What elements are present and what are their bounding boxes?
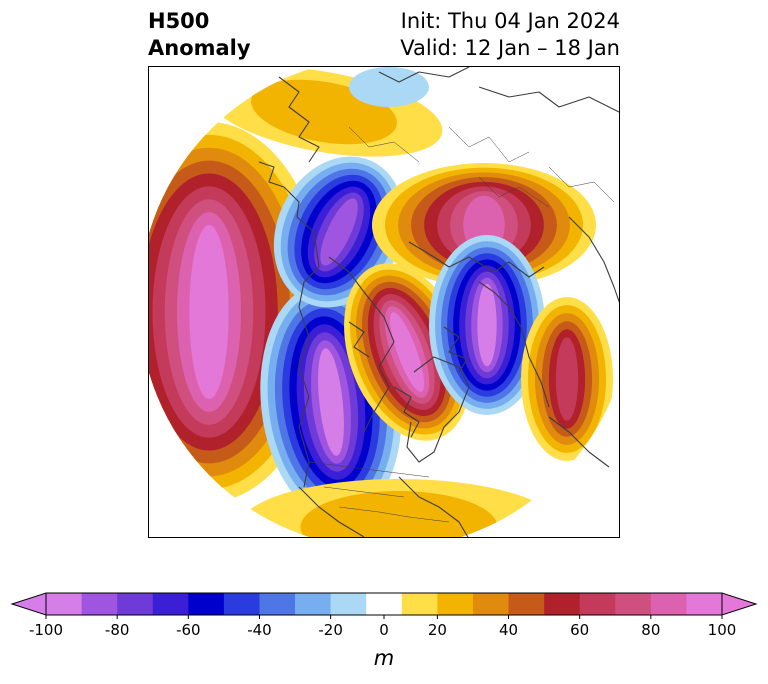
colorbar-tick-label: -60 — [176, 621, 201, 639]
chart-title: H500 Anomaly — [148, 8, 251, 62]
colorbar-cell — [366, 593, 403, 615]
contour-band — [300, 491, 498, 537]
valid-time-block: Init: Thu 04 Jan 2024 Valid: 12 Jan – 18… — [400, 8, 620, 62]
coastline — [478, 281, 550, 408]
colorbar-tick-label: 100 — [708, 621, 737, 639]
colorbar-cell — [330, 593, 367, 615]
colorbar-cell — [544, 593, 580, 615]
anomaly-feature — [521, 297, 613, 461]
init-time: Init: Thu 04 Jan 2024 — [400, 9, 620, 33]
colorbar-tick-label: 20 — [428, 621, 447, 639]
coastline — [278, 76, 320, 163]
title-variable: H500 — [148, 9, 210, 33]
coastline — [258, 161, 320, 488]
colorbar-tick-label: 0 — [379, 621, 389, 639]
contour-band — [477, 283, 497, 367]
coastline — [443, 326, 468, 373]
colorbar-cell — [117, 593, 154, 615]
political-border — [308, 461, 430, 478]
contour-band — [555, 337, 579, 421]
coastline — [478, 86, 619, 113]
colorbar-tick-label: 60 — [570, 621, 589, 639]
valid-time: Valid: 12 Jan – 18 Jan — [400, 36, 620, 60]
colorbar-extend-high — [721, 592, 758, 616]
colorbar-cell — [295, 593, 331, 615]
colorbar-tick-label: -80 — [105, 621, 130, 639]
colorbar-cell — [46, 593, 82, 615]
colorbar-cell — [188, 593, 225, 615]
coastline — [398, 476, 469, 537]
colorbar-cell — [472, 593, 509, 615]
coastline — [328, 256, 395, 433]
colorbar-cell — [437, 593, 474, 615]
coastline — [406, 356, 470, 463]
colorbar-units-label: m — [373, 646, 395, 670]
colorbar-cell — [401, 593, 438, 615]
anomaly-map — [149, 67, 619, 537]
colorbar: -100 -80 -60 -40 -20 0 20 40 60 80 100 — [10, 592, 758, 639]
contour-band — [189, 224, 229, 400]
colorbar-tick-label: -40 — [247, 621, 272, 639]
title-field: Anomaly — [148, 36, 251, 60]
coastline — [568, 216, 619, 303]
coastline — [408, 241, 545, 278]
political-border — [478, 176, 550, 208]
political-border — [448, 126, 530, 163]
political-border — [548, 166, 615, 203]
anomaly-feature — [273, 156, 405, 308]
coastline — [348, 321, 370, 358]
colorbar-cell — [650, 593, 687, 615]
colorbar-cell — [579, 593, 616, 615]
colorbar-cell — [81, 593, 118, 615]
anomaly-feature — [429, 235, 545, 415]
contour-band — [389, 312, 425, 392]
coastline — [393, 386, 420, 438]
political-border — [323, 486, 405, 498]
coastline — [548, 416, 610, 468]
colorbar-tick-label: -100 — [29, 621, 63, 639]
political-border — [338, 506, 450, 523]
colorbar-cell — [615, 593, 652, 615]
colorbar-cell — [686, 593, 723, 615]
anomaly-feature — [372, 163, 596, 287]
colorbar-cell — [259, 593, 296, 615]
coastline — [298, 486, 365, 537]
contour-band — [320, 198, 358, 266]
colorbar-cell — [152, 593, 189, 615]
political-border — [348, 126, 420, 163]
colorbar-tick-label: 80 — [641, 621, 660, 639]
colorbar-tick-label: 40 — [499, 621, 518, 639]
colorbar-cell — [508, 593, 545, 615]
contour-band — [318, 348, 344, 456]
map-panel — [148, 66, 620, 538]
anomaly-feature — [239, 479, 559, 537]
colorbar-extend-low — [10, 592, 47, 616]
colorbar-cell — [223, 593, 260, 615]
colorbar-tick-label: -20 — [318, 621, 343, 639]
coastline — [378, 67, 470, 83]
